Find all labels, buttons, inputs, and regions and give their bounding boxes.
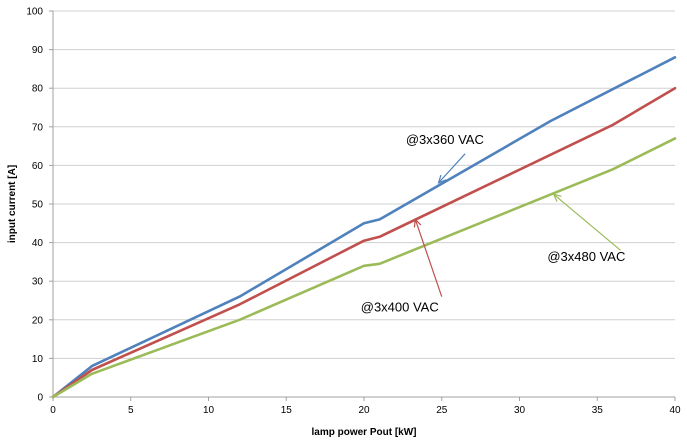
x-tick-label: 0 — [50, 405, 56, 416]
y-tick-label: 70 — [32, 122, 44, 133]
gridlines — [53, 10, 675, 359]
y-tick-label: 10 — [32, 354, 44, 365]
annotation-label-3: @3x480 VAC — [547, 249, 625, 264]
y-tick-label: 80 — [32, 84, 44, 95]
x-tick-label: 40 — [669, 405, 681, 416]
y-tick-label: 50 — [32, 200, 44, 211]
series-line-1 — [51, 55, 677, 399]
x-tick-label: 30 — [514, 405, 526, 416]
x-axis-title: lamp power Pout [kW] — [312, 427, 417, 438]
y-tick-label: 40 — [32, 238, 44, 249]
series-line-2 — [51, 86, 677, 399]
y-tick-label: 20 — [32, 315, 44, 326]
annotation-arrowhead-3 — [552, 193, 562, 202]
axes: 0 10 20 30 40 50 60 70 80 90 100 0 5 10 15 20 25 30 35 40 — [26, 7, 681, 417]
y-tick-label: 30 — [32, 277, 44, 288]
x-tick-label: 10 — [203, 405, 215, 416]
y-tick-label: 0 — [37, 393, 43, 404]
y-axis-title: input current [A] — [7, 165, 18, 243]
series-line-3 — [51, 137, 677, 399]
annotation-label-2: @3x400 VAC — [361, 299, 439, 314]
y-tick-label: 100 — [26, 7, 43, 18]
x-tick-label: 5 — [128, 405, 134, 416]
y-tick-label: 90 — [32, 45, 44, 56]
annotation-arrowhead-1 — [437, 174, 447, 184]
x-tick-label: 15 — [281, 405, 293, 416]
annotation-arrow-3 — [553, 193, 621, 251]
y-tick-label: 60 — [32, 161, 44, 172]
annotation-label-1: @3x360 VAC — [406, 132, 484, 147]
series-lines — [51, 55, 677, 399]
annotation-arrow-1 — [438, 153, 466, 184]
annotations: @3x360 VAC @3x400 VAC @3x480 VAC — [361, 132, 626, 314]
x-tick-label: 35 — [592, 405, 604, 416]
x-tick-label: 25 — [436, 405, 448, 416]
annotation-arrowhead-2 — [413, 218, 422, 228]
x-tick-label: 20 — [358, 405, 370, 416]
annotation-arrow-2 — [414, 219, 443, 297]
